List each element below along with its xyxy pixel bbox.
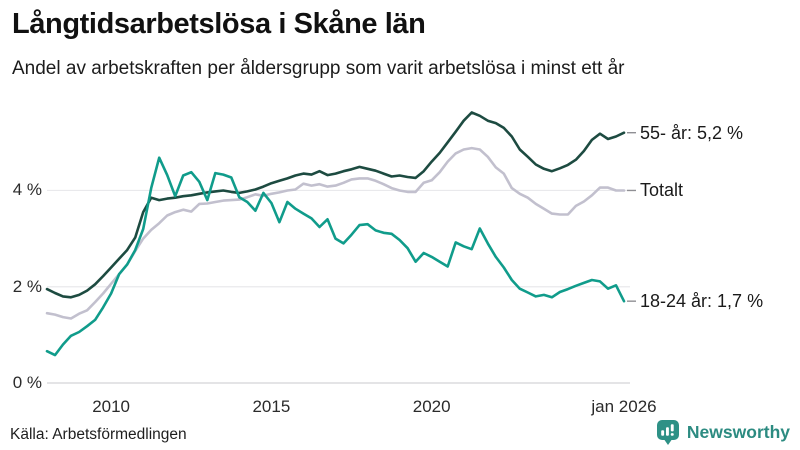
- x-axis-label: 2015: [252, 397, 291, 416]
- series-line-totalt: [45, 146, 626, 320]
- bar-chart-speech-bubble-icon: [656, 420, 679, 445]
- chart-subtitle: Andel av arbetskraften per åldersgrupp s…: [12, 58, 625, 79]
- series-end-label-18-24: 18-24 år: 1,7 %: [640, 291, 764, 312]
- chart-title: Långtidsarbetslösa i Skåne län: [12, 8, 426, 40]
- series-end-label-totalt: Totalt: [640, 180, 684, 201]
- y-axis-label: 0 %: [12, 373, 42, 392]
- newsworthy-logo: Newsworthy: [656, 419, 790, 446]
- x-axis-label: 2010: [92, 397, 131, 416]
- y-axis-label: 4 %: [12, 180, 42, 200]
- series-line-55-r: [45, 111, 626, 299]
- x-axis-label: 2020: [412, 397, 451, 416]
- newsworthy-wordmark: Newsworthy: [686, 422, 790, 442]
- source-note: Källa: Arbetsförmedlingen: [10, 426, 187, 443]
- y-axis-label: 2 %: [12, 276, 42, 296]
- series-end-label-55: 55- år: 5,2 %: [640, 122, 744, 143]
- series-line-18-24-r: [45, 156, 626, 357]
- x-axis-label: jan 2026: [591, 397, 657, 416]
